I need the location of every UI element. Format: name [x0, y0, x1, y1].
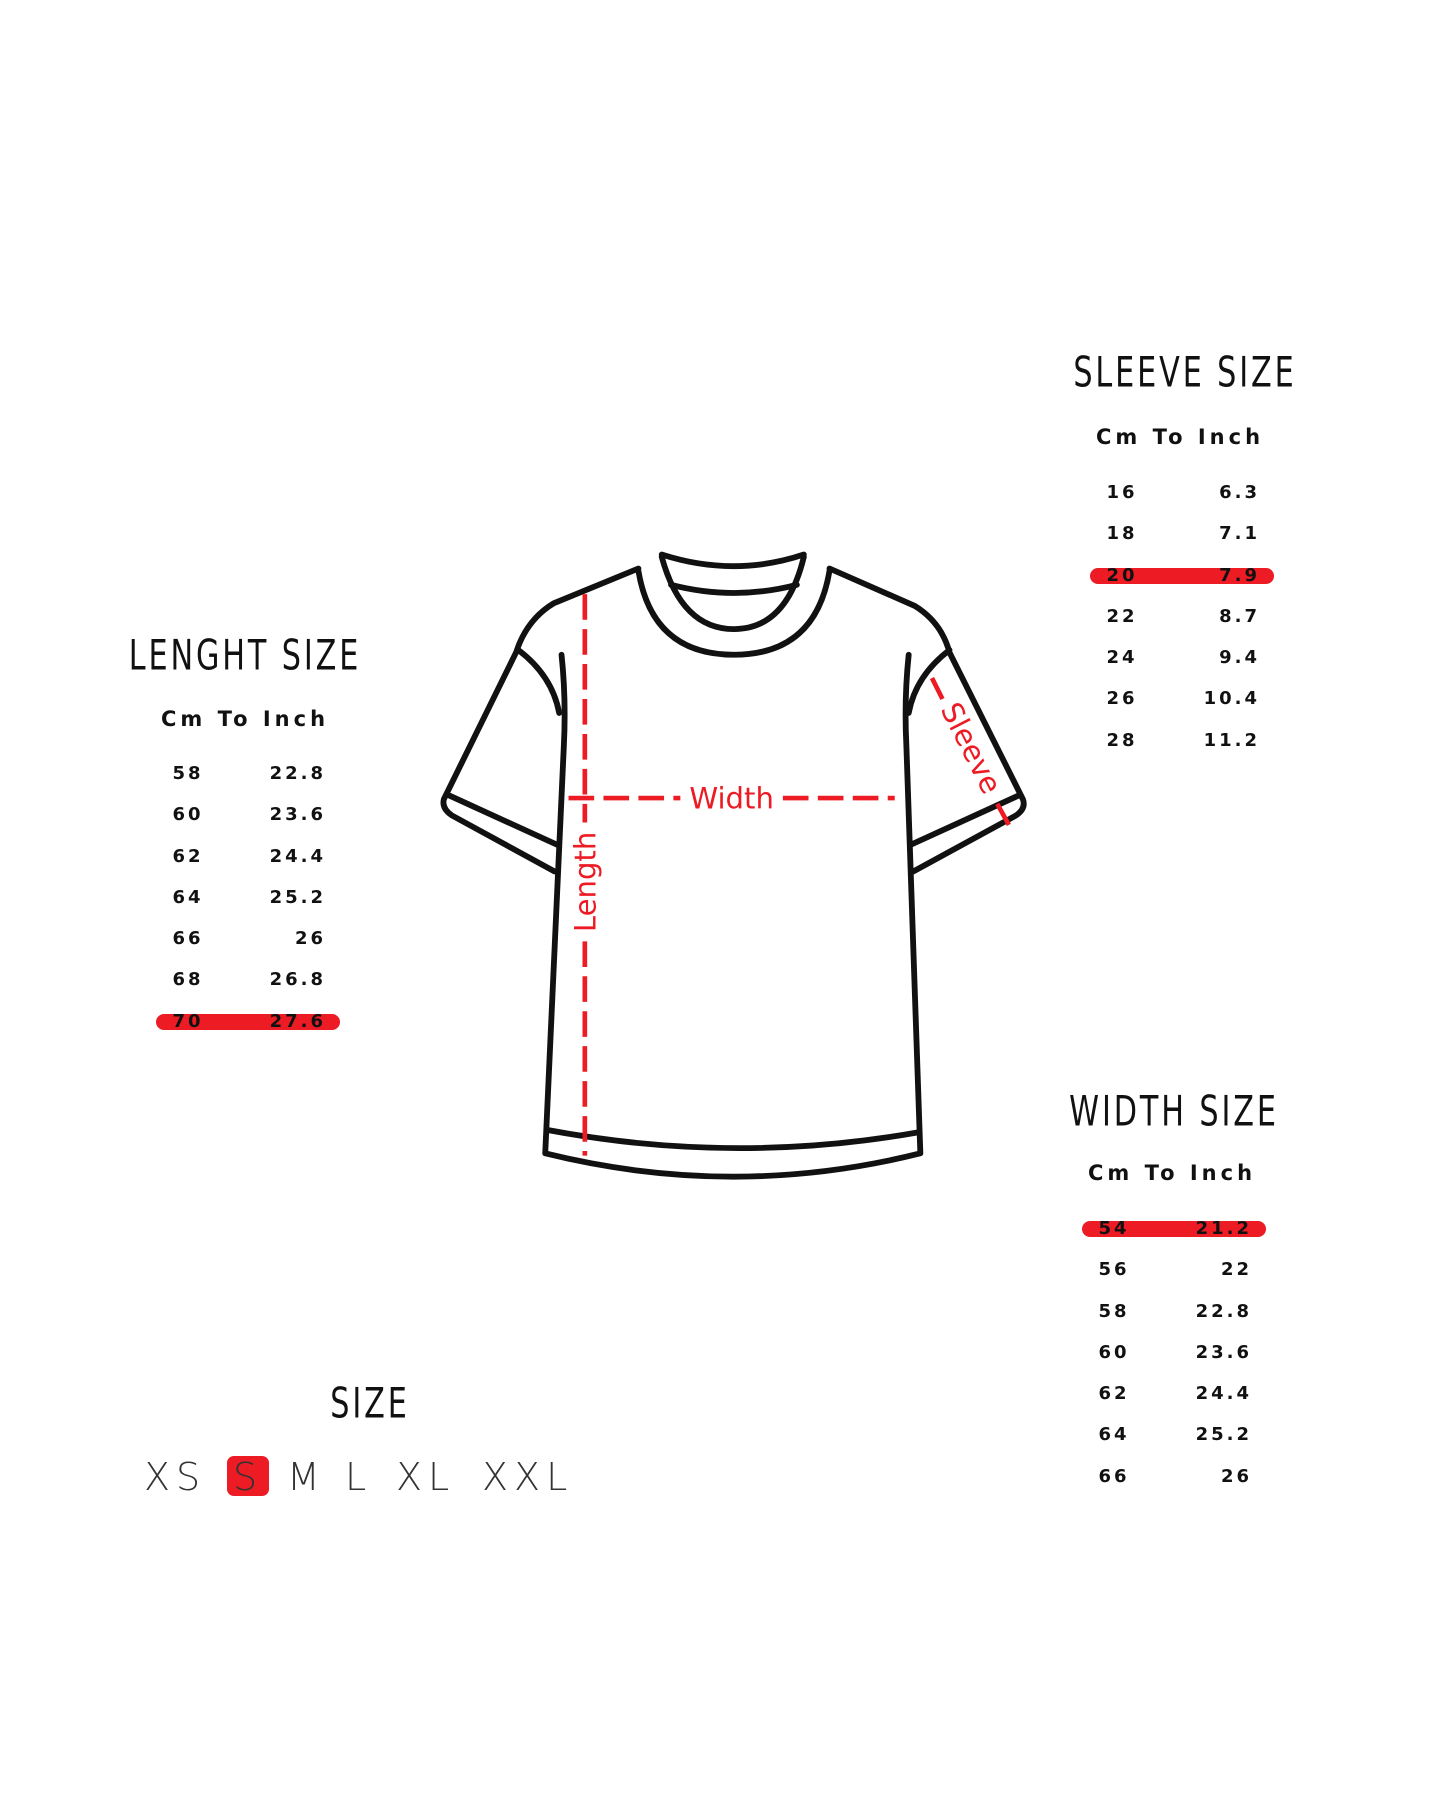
cm-value: 64	[1098, 1424, 1130, 1446]
length-size-title: LENGHT SIZE	[128, 630, 362, 680]
sleeve-table-row: 26 10.4	[1090, 678, 1266, 719]
length-label: Length	[568, 832, 602, 932]
inch-value: 10.4	[1203, 688, 1260, 710]
inch-value: 24.4	[1195, 1383, 1252, 1405]
length-subtitle: Cm To Inch	[160, 707, 330, 731]
cm-value: 54	[1098, 1218, 1130, 1239]
cm-value: 20	[1106, 564, 1138, 586]
size-option-xs[interactable]: XS	[144, 1455, 207, 1499]
cm-value: 70	[172, 1010, 204, 1032]
size-option-l[interactable]: L	[345, 1455, 373, 1499]
length-table-row: 60 23.6	[156, 794, 332, 835]
inch-value: 21.2	[1195, 1218, 1252, 1239]
cm-value: 16	[1106, 482, 1138, 503]
width-table-row: 62 24.4	[1082, 1373, 1258, 1414]
sleeve-table-row: 16 6.3	[1090, 472, 1266, 513]
inch-value: 7.1	[1219, 523, 1260, 545]
width-table-row: 60 23.6	[1082, 1332, 1258, 1373]
cm-value: 58	[172, 763, 204, 784]
inch-value: 9.4	[1219, 647, 1260, 669]
inch-value: 26	[294, 928, 326, 950]
width-size-title: WIDTH SIZE	[1069, 1086, 1279, 1136]
size-option-xxl[interactable]: XXL	[482, 1455, 574, 1499]
t-shirt-icon	[440, 551, 1027, 1180]
size-option-xl[interactable]: XL	[396, 1455, 456, 1499]
cm-value: 66	[172, 928, 204, 950]
length-table-row: 58 22.8	[156, 753, 332, 794]
length-table-row: 62 24.4	[156, 836, 332, 877]
sleeve-table-row: 28 11.2	[1090, 720, 1266, 761]
width-size-table: 54 21.2 56 22 58 22.8 60 23.6 62 24.4 64 25.2 66 26	[1082, 1208, 1266, 1497]
inch-value: 25.2	[269, 886, 326, 908]
sleeve-table-row: 18 7.1	[1090, 513, 1266, 554]
width-table-row: 64 25.2	[1082, 1414, 1258, 1455]
size-options: XS S M L XL XXL	[0, 1450, 700, 1504]
sleeve-subtitle: Cm To Inch	[1095, 425, 1265, 449]
size-option-s[interactable]: S	[233, 1455, 264, 1499]
inch-value: 8.7	[1219, 605, 1260, 627]
cm-value: 28	[1106, 729, 1138, 751]
length-table-row: 70 27.6	[156, 1001, 340, 1042]
width-table-row: 54 21.2	[1082, 1208, 1266, 1249]
size-title: SIZE	[330, 1378, 410, 1428]
inch-value: 26.8	[269, 969, 326, 991]
inch-value: 22.8	[269, 763, 326, 784]
cm-value: 66	[1098, 1465, 1130, 1487]
sleeve-table-row: 20 7.9	[1090, 555, 1274, 596]
size-option-m[interactable]: M	[287, 1455, 326, 1499]
cm-value: 68	[172, 969, 204, 991]
inch-value: 6.3	[1219, 482, 1260, 503]
length-size-table: 58 22.8 60 23.6 62 24.4 64 25.2 66 26 68 26.8 70 27.6	[156, 753, 340, 1042]
sleeve-size-table: 16 6.3 18 7.1 20 7.9 22 8.7 24 9.4 26 10.4 28 11.2	[1090, 472, 1274, 761]
sleeve-measure-line	[929, 676, 945, 701]
cm-value: 56	[1098, 1259, 1130, 1281]
cm-value: 64	[172, 886, 204, 908]
inch-value: 23.6	[1195, 1341, 1252, 1363]
sleeve-size-title: SLEEVE SIZE	[1073, 347, 1297, 397]
inch-value: 27.6	[269, 1010, 326, 1032]
inch-value: 24.4	[269, 845, 326, 867]
length-table-row: 66 26	[156, 918, 332, 959]
cm-value: 60	[172, 804, 204, 826]
cm-value: 62	[1098, 1383, 1130, 1405]
cm-value: 22	[1106, 605, 1138, 627]
width-table-row: 66 26	[1082, 1456, 1258, 1497]
inch-value: 11.2	[1203, 729, 1260, 751]
inch-value: 23.6	[269, 804, 326, 826]
width-label: Width	[689, 782, 774, 816]
inch-value: 25.2	[1195, 1424, 1252, 1446]
cm-value: 62	[172, 845, 204, 867]
inch-value: 22.8	[1195, 1300, 1252, 1322]
inch-value: 22	[1220, 1259, 1252, 1281]
selected-size-highlight	[227, 1456, 269, 1496]
width-table-row: 56 22	[1082, 1249, 1258, 1290]
length-table-row: 64 25.2	[156, 877, 332, 918]
inch-value: 7.9	[1219, 564, 1260, 586]
cm-value: 24	[1106, 647, 1138, 669]
width-table-row: 58 22.8	[1082, 1291, 1258, 1332]
cm-value: 18	[1106, 523, 1138, 545]
width-subtitle: Cm To Inch	[1087, 1161, 1257, 1185]
length-table-row: 68 26.8	[156, 959, 332, 1000]
inch-value: 26	[1220, 1465, 1252, 1487]
sleeve-table-row: 24 9.4	[1090, 637, 1266, 678]
sleeve-table-row: 22 8.7	[1090, 596, 1266, 637]
cm-value: 26	[1106, 688, 1138, 710]
cm-value: 58	[1098, 1300, 1130, 1322]
cm-value: 60	[1098, 1341, 1130, 1363]
